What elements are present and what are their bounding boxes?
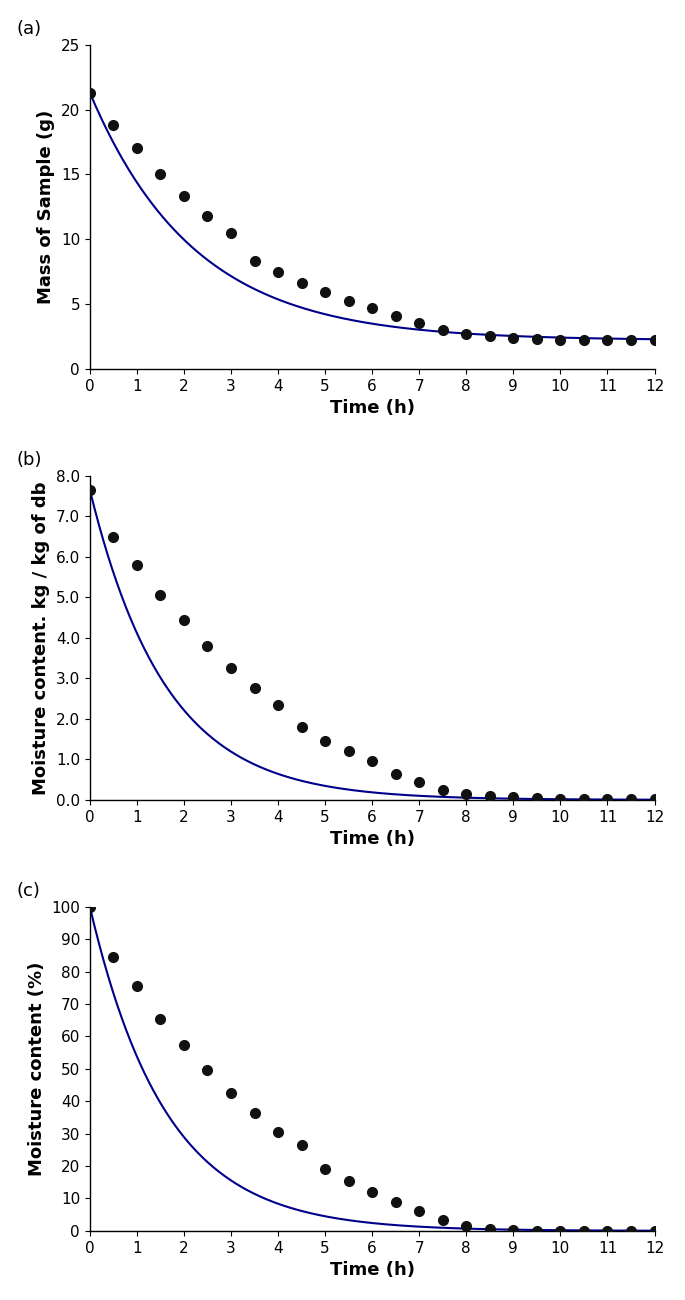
Text: (b): (b) <box>16 451 42 469</box>
Text: (a): (a) <box>16 21 42 38</box>
Y-axis label: Moisture content. kg / kg of db: Moisture content. kg / kg of db <box>32 481 50 794</box>
Text: (c): (c) <box>16 883 40 901</box>
X-axis label: Time (h): Time (h) <box>329 399 414 417</box>
X-axis label: Time (h): Time (h) <box>329 831 414 848</box>
Y-axis label: Mass of Sample (g): Mass of Sample (g) <box>37 109 55 304</box>
X-axis label: Time (h): Time (h) <box>329 1261 414 1279</box>
Y-axis label: Moisture content (%): Moisture content (%) <box>27 962 46 1176</box>
